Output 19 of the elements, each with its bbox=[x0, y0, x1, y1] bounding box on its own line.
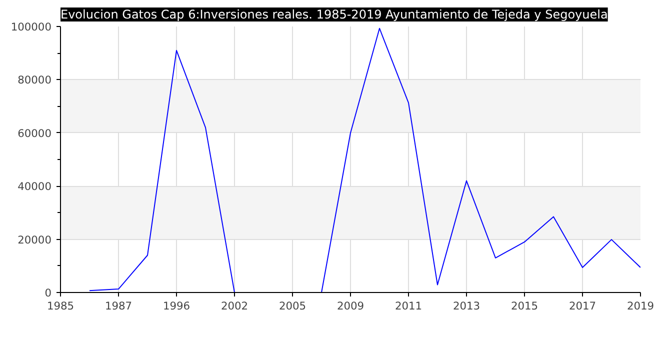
x-tick-label: 1996 bbox=[162, 300, 190, 312]
x-tick-label: 2015 bbox=[510, 300, 538, 312]
y-tick-label: 40000 bbox=[18, 180, 52, 194]
line-series bbox=[89, 28, 640, 292]
x-tick-label: 1987 bbox=[104, 300, 132, 312]
x-tick-label: 2009 bbox=[336, 300, 364, 312]
chart-title: Evolucion Gatos Cap 6:Inversiones reales. 1985-2019 Ayuntamiento de Tejeda y Segoyuela bbox=[60, 8, 608, 22]
x-tick-label: 2019 bbox=[626, 300, 654, 312]
y-tick-label: 100000 bbox=[10, 20, 52, 34]
y-tick-label: 60000 bbox=[18, 126, 52, 140]
y-tick-label: 80000 bbox=[18, 74, 52, 87]
y-tick-label: 0 bbox=[44, 286, 52, 300]
x-tick-label: 2002 bbox=[220, 300, 248, 312]
x-tick-label: 2011 bbox=[394, 300, 422, 312]
y-tick-label: 20000 bbox=[18, 233, 52, 246]
x-tick-label: 1985 bbox=[46, 300, 74, 312]
x-tick-label: 2005 bbox=[278, 300, 306, 312]
x-tick-label: 2013 bbox=[452, 300, 480, 312]
x-tick-label: 2017 bbox=[568, 300, 596, 312]
